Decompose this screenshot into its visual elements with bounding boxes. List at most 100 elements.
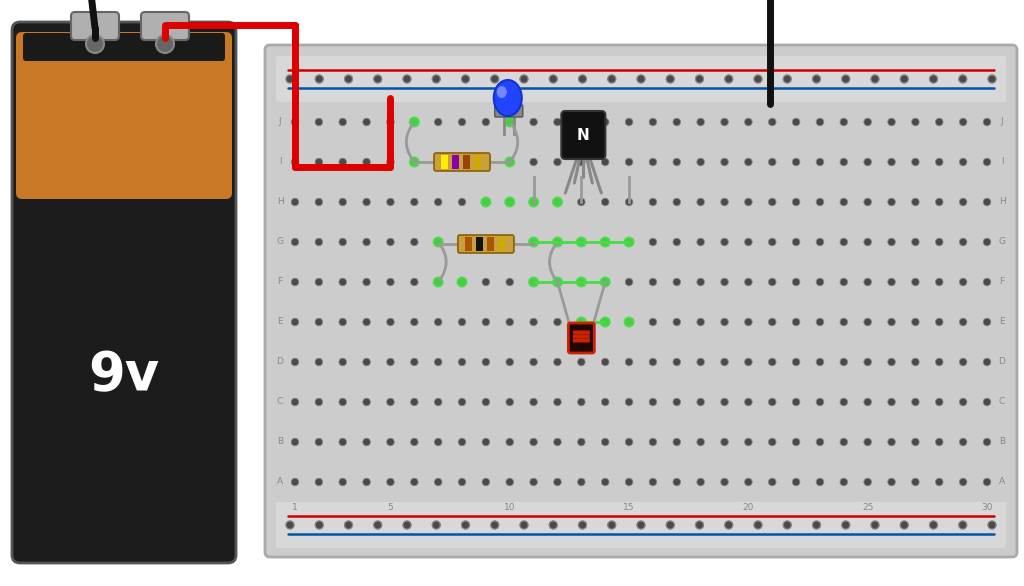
- Circle shape: [649, 478, 656, 486]
- Circle shape: [768, 158, 776, 166]
- Circle shape: [315, 278, 323, 286]
- Circle shape: [649, 238, 656, 246]
- Text: 1: 1: [292, 503, 298, 513]
- Circle shape: [579, 75, 587, 83]
- Circle shape: [601, 158, 609, 166]
- Circle shape: [900, 521, 908, 529]
- Circle shape: [506, 318, 514, 326]
- Circle shape: [768, 438, 776, 446]
- Circle shape: [959, 198, 967, 206]
- Circle shape: [936, 118, 943, 126]
- Circle shape: [888, 398, 895, 406]
- Circle shape: [754, 75, 762, 83]
- Circle shape: [840, 478, 848, 486]
- Circle shape: [506, 438, 514, 446]
- Circle shape: [936, 158, 943, 166]
- Circle shape: [936, 478, 943, 486]
- Circle shape: [600, 237, 610, 247]
- Circle shape: [554, 118, 561, 126]
- Circle shape: [816, 278, 823, 286]
- Circle shape: [721, 358, 728, 366]
- Circle shape: [387, 438, 394, 446]
- Circle shape: [721, 118, 728, 126]
- Circle shape: [864, 358, 871, 366]
- Circle shape: [490, 521, 499, 529]
- Circle shape: [554, 358, 561, 366]
- Circle shape: [721, 198, 728, 206]
- Circle shape: [816, 318, 823, 326]
- Circle shape: [411, 318, 418, 326]
- Circle shape: [626, 118, 633, 126]
- Circle shape: [529, 318, 538, 326]
- Circle shape: [911, 238, 920, 246]
- Circle shape: [697, 118, 705, 126]
- Circle shape: [387, 118, 394, 126]
- Circle shape: [432, 521, 440, 529]
- Circle shape: [291, 358, 299, 366]
- Circle shape: [434, 238, 442, 246]
- Text: C: C: [998, 397, 1006, 407]
- Circle shape: [744, 198, 753, 206]
- Ellipse shape: [494, 80, 522, 116]
- Text: 15: 15: [624, 503, 635, 513]
- Bar: [498, 237, 505, 251]
- Circle shape: [387, 158, 394, 166]
- Circle shape: [697, 158, 705, 166]
- Circle shape: [840, 118, 848, 126]
- Circle shape: [608, 75, 615, 83]
- Circle shape: [578, 238, 585, 246]
- Circle shape: [362, 198, 371, 206]
- Circle shape: [816, 198, 823, 206]
- Circle shape: [432, 75, 440, 83]
- Circle shape: [812, 75, 820, 83]
- Circle shape: [529, 278, 538, 286]
- Circle shape: [768, 398, 776, 406]
- Text: 30: 30: [981, 503, 992, 513]
- Circle shape: [490, 75, 499, 83]
- Text: C: C: [276, 397, 283, 407]
- Text: J: J: [279, 118, 282, 127]
- Circle shape: [601, 398, 609, 406]
- Bar: [476, 237, 483, 251]
- Circle shape: [480, 237, 492, 247]
- Circle shape: [315, 238, 323, 246]
- Circle shape: [387, 358, 394, 366]
- Circle shape: [434, 438, 442, 446]
- Bar: [465, 237, 472, 251]
- Circle shape: [411, 278, 418, 286]
- Circle shape: [482, 238, 489, 246]
- Circle shape: [816, 358, 823, 366]
- FancyBboxPatch shape: [276, 56, 1006, 102]
- Circle shape: [411, 118, 418, 126]
- Circle shape: [480, 156, 492, 168]
- Circle shape: [959, 118, 967, 126]
- Circle shape: [959, 478, 967, 486]
- Circle shape: [793, 158, 800, 166]
- Circle shape: [959, 318, 967, 326]
- Circle shape: [626, 278, 633, 286]
- Circle shape: [697, 278, 705, 286]
- Circle shape: [936, 398, 943, 406]
- Circle shape: [793, 118, 800, 126]
- Circle shape: [291, 158, 299, 166]
- Circle shape: [600, 316, 610, 328]
- Circle shape: [842, 521, 850, 529]
- Circle shape: [983, 238, 991, 246]
- Circle shape: [911, 478, 920, 486]
- Circle shape: [871, 521, 879, 529]
- Circle shape: [783, 75, 792, 83]
- Circle shape: [816, 398, 823, 406]
- Circle shape: [552, 237, 563, 247]
- Circle shape: [339, 438, 346, 446]
- Circle shape: [744, 438, 753, 446]
- Circle shape: [637, 75, 645, 83]
- Circle shape: [462, 75, 469, 83]
- FancyBboxPatch shape: [561, 111, 605, 159]
- FancyBboxPatch shape: [572, 335, 590, 339]
- Circle shape: [434, 478, 442, 486]
- Circle shape: [673, 318, 681, 326]
- Text: F: F: [999, 278, 1005, 287]
- Circle shape: [458, 318, 466, 326]
- Circle shape: [506, 478, 514, 486]
- Circle shape: [579, 521, 587, 529]
